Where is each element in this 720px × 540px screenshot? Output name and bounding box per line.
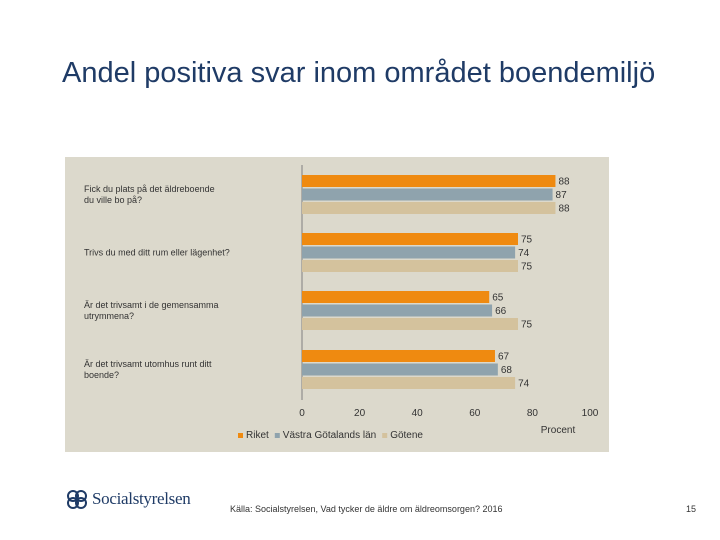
category-label-1-2: du ville bo på? — [84, 195, 142, 205]
category-label-1-1: Fick du plats på det äldreboende — [84, 184, 215, 194]
category-label-3-1: Är det trivsamt i de gemensamma — [84, 300, 219, 310]
socialstyrelsen-logo: Socialstyrelsen — [66, 488, 191, 510]
data-label-3-1: 88 — [558, 204, 570, 215]
x-tick-label-5: 80 — [527, 408, 539, 419]
legend-swatch-3 — [382, 433, 388, 438]
x-tick-label-1: 0 — [299, 408, 305, 419]
category-label-4-1: Är det trivsamt utomhus runt ditt — [84, 359, 212, 369]
legend-label-3: Götene — [390, 430, 423, 441]
data-label-2-2: 74 — [518, 248, 530, 259]
bar-2-4 — [302, 363, 498, 376]
data-label-1-3: 65 — [492, 293, 504, 304]
data-label-2-4: 68 — [501, 365, 513, 376]
logo-text: Socialstyrelsen — [92, 489, 191, 508]
bar-2-2 — [302, 246, 516, 259]
data-label-3-2: 75 — [521, 262, 533, 273]
data-label-1-2: 75 — [521, 235, 533, 246]
bar-3-2 — [302, 260, 518, 272]
x-tick-label-3: 40 — [412, 408, 424, 419]
bar-2-3 — [302, 304, 493, 317]
legend-label-2: Västra Götalands län — [283, 430, 376, 441]
legend-swatch-1 — [238, 433, 243, 438]
bar-1-3 — [302, 291, 490, 303]
bar-3-1 — [302, 202, 556, 214]
category-label-4-2: boende? — [84, 370, 119, 380]
data-label-2-1: 87 — [556, 190, 568, 201]
chart-panel: 88 87 88 Fick du plats på det äldreboende du… — [65, 157, 609, 452]
slide-title: Andel positiva svar inom området boendem… — [62, 57, 656, 89]
bar-1-4 — [302, 350, 495, 362]
bar-2-1 — [302, 188, 553, 201]
bar-1-1 — [302, 175, 556, 187]
x-tick-label-4: 60 — [469, 408, 481, 419]
page-number: 15 — [686, 504, 697, 514]
data-label-3-4: 74 — [518, 379, 530, 390]
source-note: Källa: Socialstyrelsen, Vad tycker de äl… — [230, 504, 503, 514]
x-tick-label-6: 100 — [582, 408, 599, 419]
category-label-3-2: utrymmena? — [84, 311, 134, 321]
data-label-1-4: 67 — [498, 352, 510, 363]
bar-chart: 88 87 88 Fick du plats på det äldreboendedu… — [84, 165, 599, 441]
data-label-3-3: 75 — [521, 320, 533, 331]
x-axis-label: Procent — [541, 425, 576, 436]
bar-3-4 — [302, 377, 516, 389]
data-label-2-3: 66 — [495, 306, 507, 317]
logo-emblem-icon — [67, 490, 87, 509]
bar-3-3 — [302, 318, 518, 330]
legend-swatch-2 — [274, 433, 280, 438]
data-label-1-1: 88 — [558, 177, 570, 188]
bar-1-2 — [302, 233, 518, 245]
x-tick-label-2: 20 — [354, 408, 366, 419]
category-label-2-1: Trivs du med ditt rum eller lägenhet? — [84, 248, 230, 258]
legend-label-1: Riket — [246, 430, 269, 441]
